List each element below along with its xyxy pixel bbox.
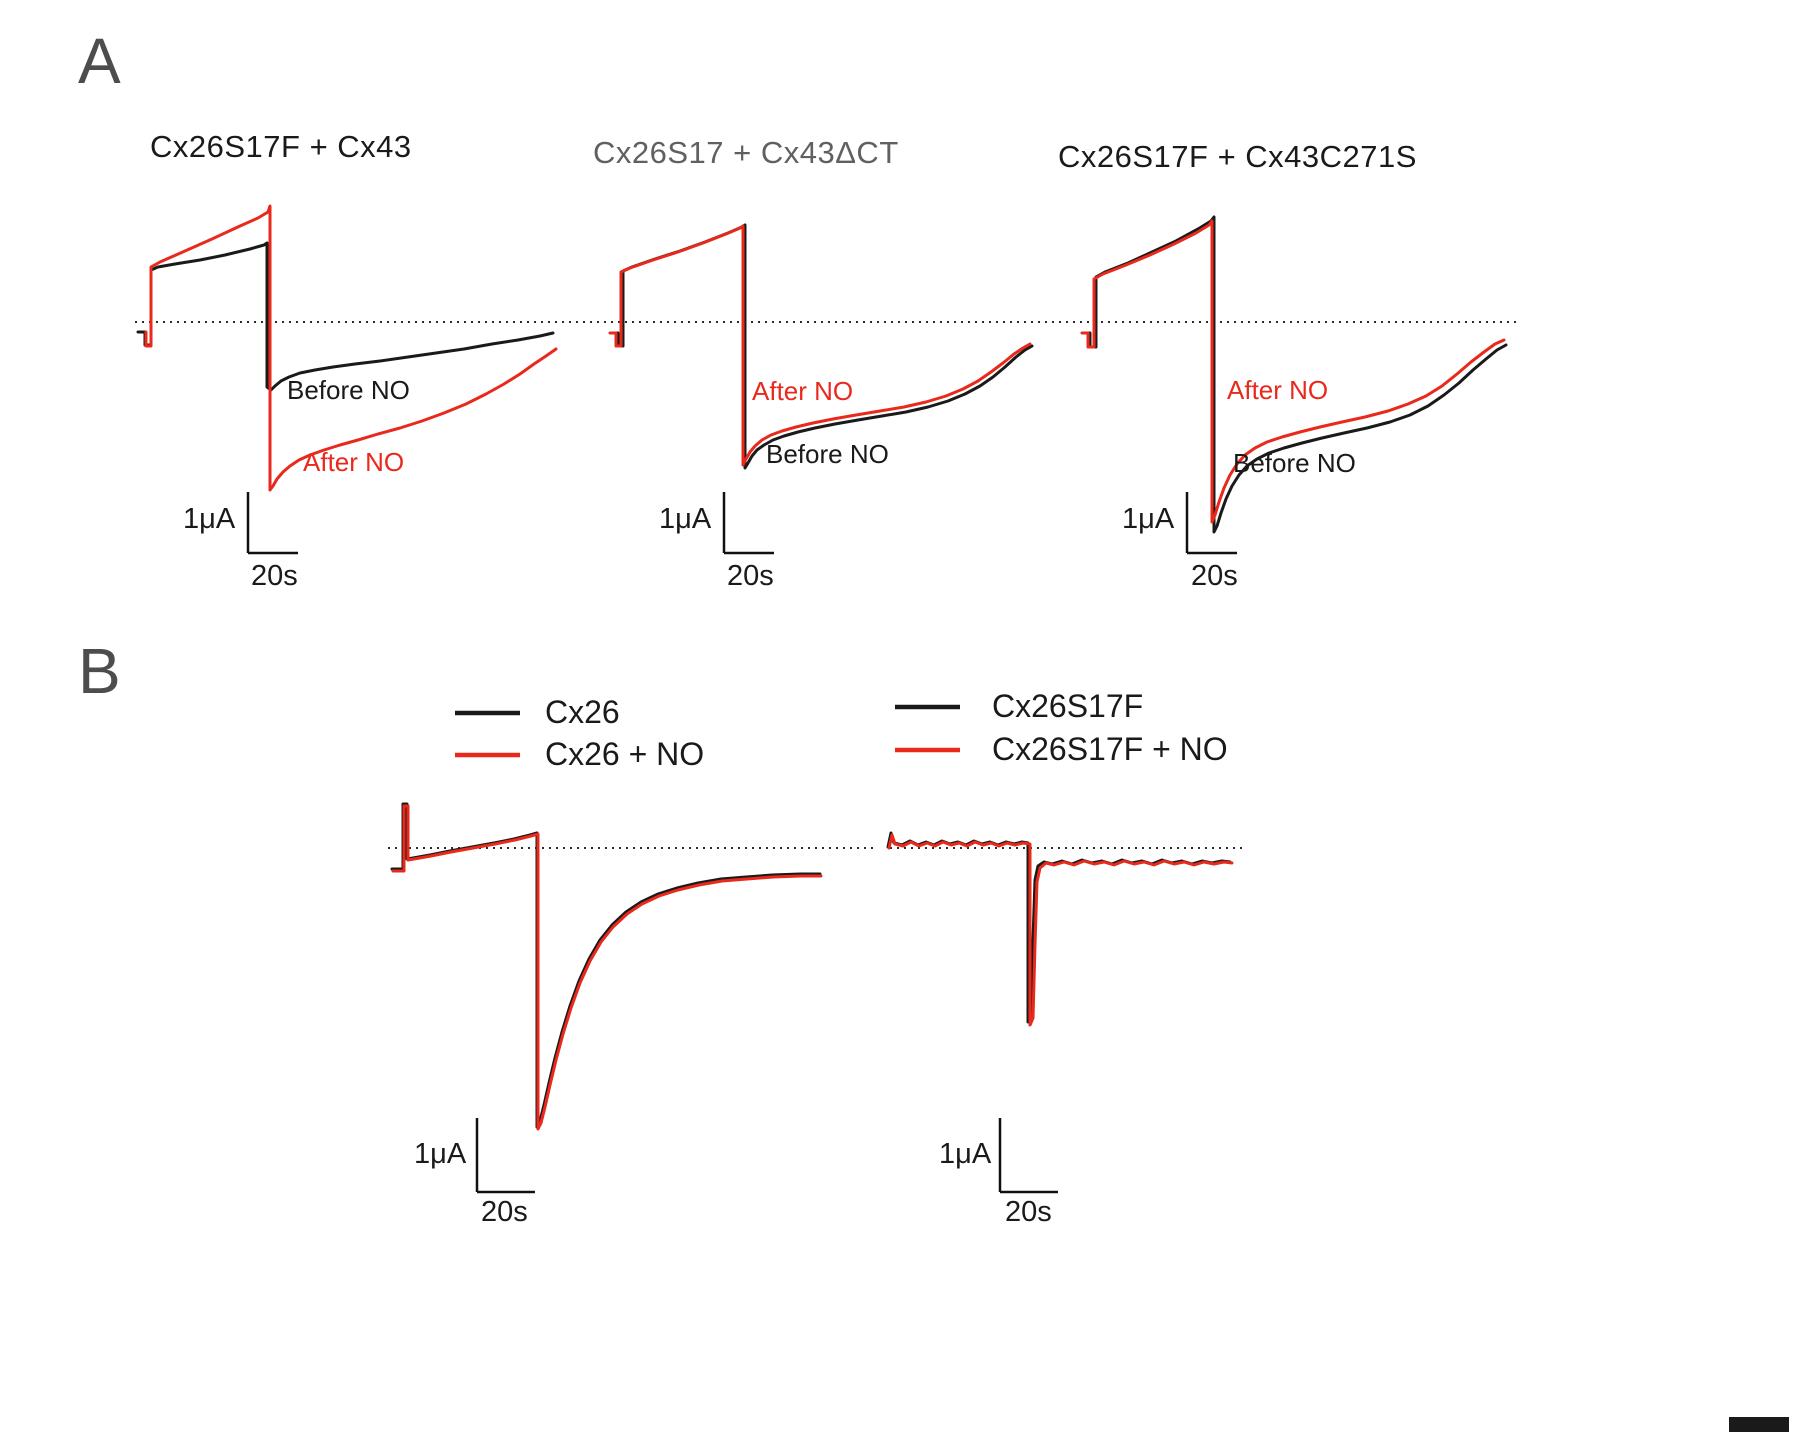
subpanel-a1-title: Cx26S17F + Cx43	[150, 129, 412, 164]
legend-label-cx26s17f: Cx26S17F	[992, 688, 1144, 724]
a3-after-no-label: After NO	[1227, 375, 1329, 405]
a1-before-no-label: Before NO	[287, 375, 410, 405]
legend-label-cx26-no: Cx26 + NO	[545, 736, 705, 772]
a1-scale-vertical-label: 1μA	[183, 503, 236, 535]
b1-scale-horizontal-label: 20s	[481, 1196, 528, 1228]
subpanel-a2-title: Cx26S17 + Cx43ΔCT	[593, 135, 899, 170]
a3-scale-vertical-label: 1μA	[1122, 503, 1175, 535]
a3-scale-horizontal-label: 20s	[1191, 560, 1238, 592]
a1-scale-horizontal-label: 20s	[251, 560, 298, 592]
a1-after-no-label: After NO	[303, 447, 405, 477]
trace-A1-before-no	[136, 241, 555, 392]
b1-scale-vertical-label: 1μA	[414, 1138, 467, 1170]
trace-A3-after-no	[1080, 219, 1506, 524]
a2-scale-vertical-label: 1μA	[659, 503, 712, 535]
a2-after-no-label: After NO	[752, 376, 854, 406]
a2-before-no-label: Before NO	[766, 439, 889, 469]
cropped-artifact	[1729, 1417, 1789, 1432]
legend-label-cx26s17f-no: Cx26S17F + NO	[992, 731, 1228, 767]
trace-A2-before-no	[610, 223, 1034, 470]
subpanel-a3-title: Cx26S17F + Cx43C271S	[1058, 139, 1417, 174]
a2-scale-horizontal-label: 20s	[727, 560, 774, 592]
trace-B2-cx26s17f-no	[887, 833, 1234, 1027]
panel-b-label: B	[78, 635, 121, 707]
a3-before-no-label: Before NO	[1233, 448, 1356, 478]
b2-scale-horizontal-label: 20s	[1005, 1196, 1052, 1228]
trace-B2-cx26s17f	[886, 831, 1232, 1024]
trace-A1-after-no	[144, 204, 558, 492]
trace-A2-after-no	[608, 224, 1032, 467]
panel-a-label: A	[78, 25, 121, 97]
b2-scale-vertical-label: 1μA	[939, 1138, 992, 1170]
trace-B1-cx26-no	[391, 804, 823, 1131]
legend-label-cx26: Cx26	[545, 694, 620, 730]
